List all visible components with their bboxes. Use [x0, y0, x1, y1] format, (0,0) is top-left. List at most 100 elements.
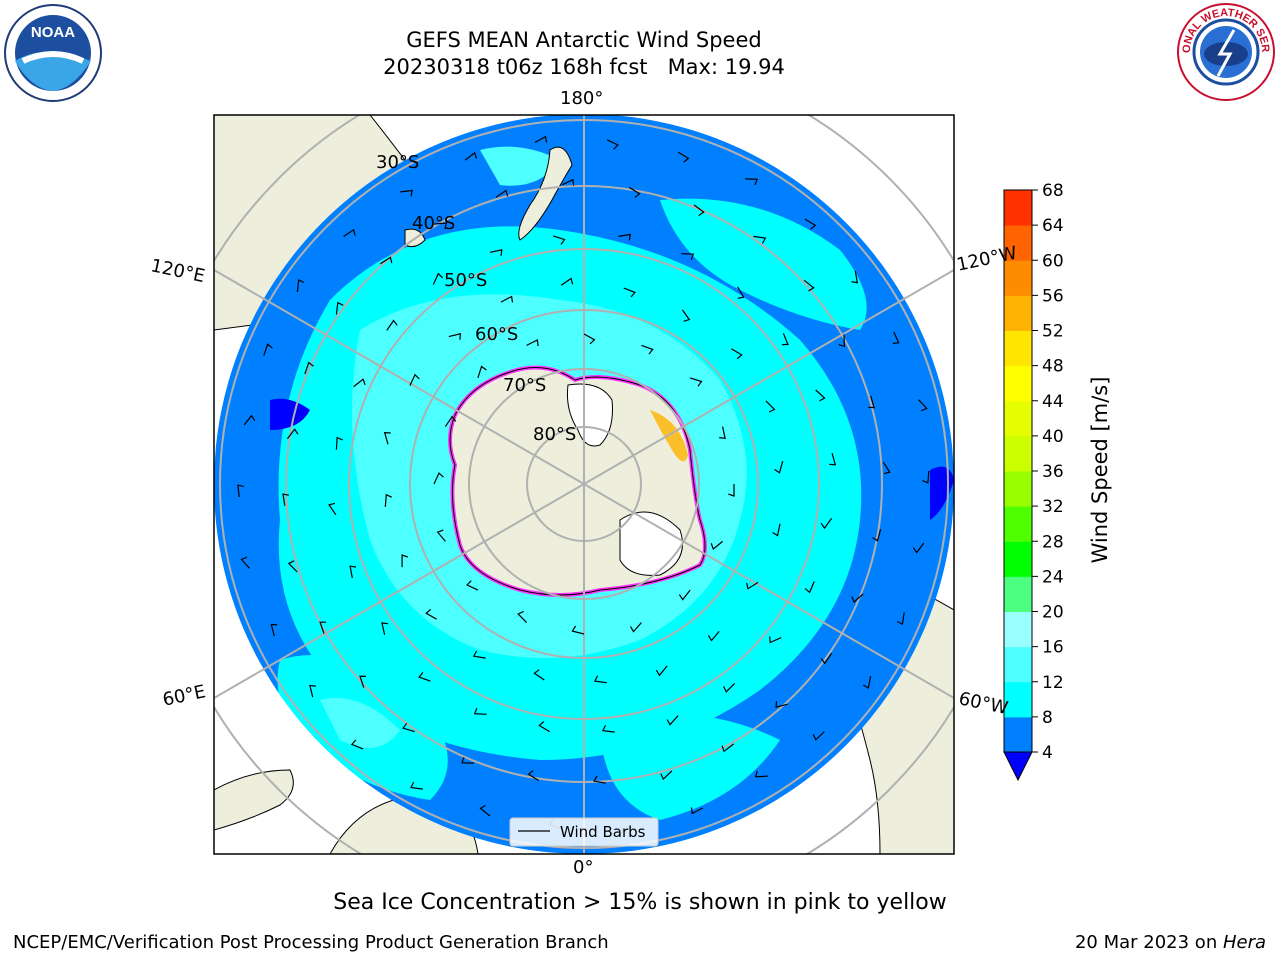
colorbar-tick-label: 28	[1042, 532, 1064, 552]
wind-barb	[922, 470, 930, 484]
wind-barb	[287, 560, 298, 573]
wind-barb	[304, 361, 314, 375]
svg-text:NOAA: NOAA	[31, 24, 75, 41]
colorbar-tick-label: 60	[1042, 251, 1064, 271]
wind-barb	[746, 581, 759, 590]
colorbar-tick-label: 20	[1042, 603, 1064, 623]
wind-barb	[641, 344, 654, 355]
lat-label-80s: 80°S	[533, 424, 577, 445]
wind-barb	[560, 277, 574, 286]
lat-label-70s: 70°S	[503, 375, 547, 396]
wind-barb	[517, 610, 528, 624]
wind-barb	[335, 301, 344, 315]
antarctica-coastline	[449, 367, 706, 596]
longitude-gridlines	[214, 115, 954, 854]
wind-barb	[379, 256, 393, 265]
wind-barb	[350, 739, 364, 750]
wind-barb	[436, 529, 446, 542]
wind-barb	[820, 653, 833, 665]
wind-barb	[681, 253, 695, 261]
wind-barb	[383, 432, 391, 445]
wind-barb	[489, 249, 503, 256]
wind-barb	[410, 781, 423, 790]
nws-logo: NATIONAL WEATHER SERVICE	[1172, 0, 1276, 102]
wind-field-12-16-sw	[320, 698, 400, 748]
wind-barb	[677, 151, 690, 163]
wind-barb	[606, 139, 619, 150]
wind-barb	[472, 650, 486, 659]
sea-ice-note: Sea Ice Concentration > 15% is shown in …	[333, 890, 947, 915]
colorbar-tick-label: 8	[1042, 708, 1053, 728]
wind-barb	[400, 189, 414, 197]
lat-label-60s: 60°S	[475, 324, 519, 345]
lat-label-40s: 40°S	[412, 213, 456, 234]
colorbar-segment	[1004, 260, 1032, 296]
colorbar-segment	[1004, 681, 1032, 718]
wind-barb	[723, 682, 736, 693]
wind-barb	[629, 622, 642, 633]
wind-barb	[349, 565, 357, 579]
wind-barb	[781, 333, 789, 346]
wind-barb	[882, 461, 891, 475]
wind-barb	[444, 415, 457, 427]
colorbar-segment	[1004, 400, 1032, 437]
wind-barb	[593, 675, 607, 684]
lat-label-30s: 30°S	[376, 152, 420, 173]
wind-barb	[868, 395, 875, 409]
wind-barb	[804, 581, 815, 594]
wind-barb	[533, 669, 545, 681]
colorbar-segment	[1004, 471, 1032, 507]
wind-barb	[666, 715, 679, 726]
colorbar-segment	[1004, 330, 1032, 367]
wind-barb	[553, 235, 566, 245]
wind-barb	[477, 365, 487, 379]
wind-barb	[286, 428, 299, 440]
colorbar-tick-label: 16	[1042, 638, 1064, 658]
wind-barb	[328, 502, 337, 516]
colorbar-tick-label: 12	[1042, 673, 1064, 693]
wind-barb	[401, 554, 408, 568]
wind-barb	[237, 484, 244, 498]
wind-barb	[448, 333, 462, 340]
wind-barb	[561, 178, 575, 186]
colorbar-tick-label: 24	[1042, 567, 1064, 587]
wind-barb	[851, 593, 864, 604]
wind-barb	[707, 631, 720, 642]
wind-barb	[240, 556, 250, 569]
footer-date-text: 20 Mar 2023 on	[1074, 932, 1223, 953]
colorbar-tick-label: 64	[1042, 216, 1064, 236]
colorbar-tick-label: 48	[1042, 357, 1064, 377]
wind-barb	[243, 414, 256, 426]
wind-barb	[829, 453, 837, 466]
wind-barb	[660, 770, 673, 781]
wind-barb	[710, 540, 723, 550]
colorbar-segment	[1004, 225, 1032, 261]
wind-barb	[527, 770, 540, 782]
footer-date: 20 Mar 2023 on Hera	[1075, 932, 1266, 953]
colorbar-tick-label: 36	[1042, 462, 1064, 482]
wind-barb	[433, 472, 444, 485]
noaa-logo: NOAA	[3, 3, 103, 103]
wind-barb	[319, 621, 327, 634]
lat-label-50s: 50°S	[444, 270, 488, 291]
colorbar-tick-label: 4	[1042, 743, 1053, 763]
wind-barb	[282, 493, 290, 506]
wind-barb	[495, 189, 509, 198]
wind-barb	[434, 222, 448, 229]
wind-barb	[754, 770, 768, 778]
wind-barb	[753, 235, 767, 244]
wind-barb	[892, 331, 900, 344]
wind-barb	[775, 701, 788, 708]
lon-label-180: 180°	[560, 88, 604, 109]
wind-barb	[583, 333, 596, 345]
wind-barb	[862, 675, 872, 689]
wind-barb	[765, 400, 776, 413]
wind-barb	[418, 672, 431, 682]
wind-barb	[681, 309, 691, 322]
weddell-ice-shelf	[619, 511, 683, 576]
colorbar-label: Wind Speed [m/s]	[1088, 376, 1112, 564]
wind-barb	[731, 348, 743, 360]
wind-barb	[335, 436, 343, 450]
